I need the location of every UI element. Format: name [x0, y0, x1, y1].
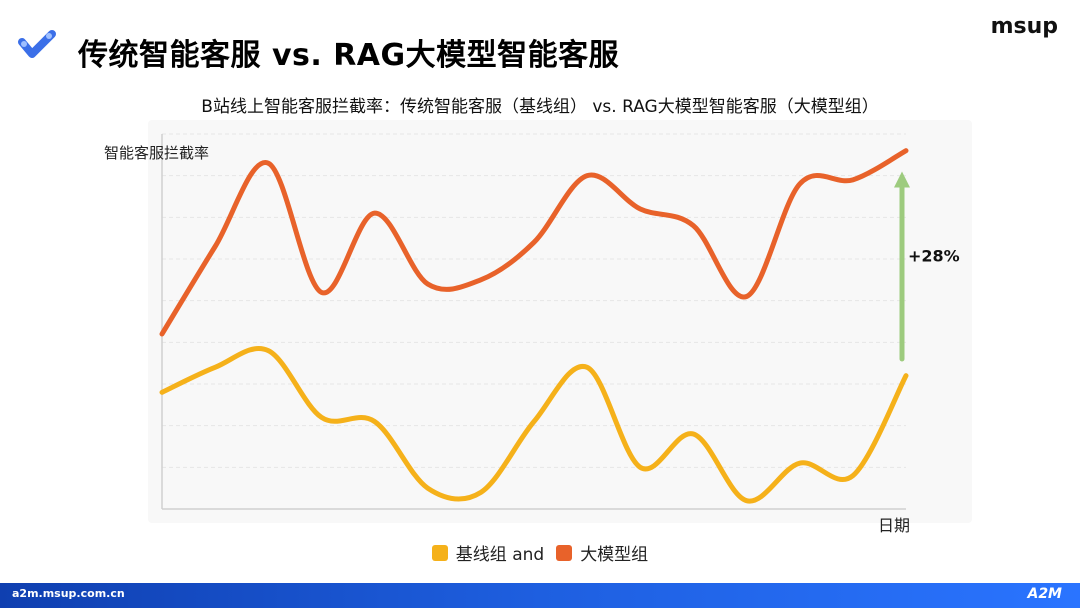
- legend-swatch-baseline: [431, 544, 448, 561]
- legend-item-baseline: 基线组 and: [431, 540, 545, 565]
- legend-label-rag: 大模型组: [580, 545, 649, 565]
- improvement-label: +28%: [908, 246, 960, 265]
- footer-url: a2m.msup.com.cn: [12, 587, 125, 600]
- legend: 基线组 and 大模型组: [0, 540, 1080, 565]
- checkmark-logo-icon: [18, 30, 56, 58]
- y-axis-label: 智能客服拦截率: [104, 144, 209, 162]
- legend-label-baseline: 基线组 and: [455, 545, 545, 565]
- chart-title: B站线上智能客服拦截率：传统智能客服（基线组） vs. RAG大模型智能客服（大…: [201, 97, 879, 117]
- slide-title: 传统智能客服 vs. RAG大模型智能客服: [78, 38, 620, 73]
- brand-logo: msup: [990, 14, 1058, 39]
- plot-background: [148, 120, 972, 523]
- series-line-rag: [159, 148, 909, 337]
- legend-swatch-rag: [556, 544, 573, 561]
- legend-item-rag: 大模型组: [556, 540, 648, 565]
- footer-logo: A2M: [1027, 586, 1062, 602]
- x-axis-label: 日期: [878, 516, 910, 535]
- series-points: [161, 150, 907, 501]
- improvement-annotation: +28%: [894, 171, 960, 362]
- footer-bar: [0, 583, 1080, 608]
- series-line-baseline: [159, 346, 909, 504]
- improvement-arrowhead: [894, 171, 910, 188]
